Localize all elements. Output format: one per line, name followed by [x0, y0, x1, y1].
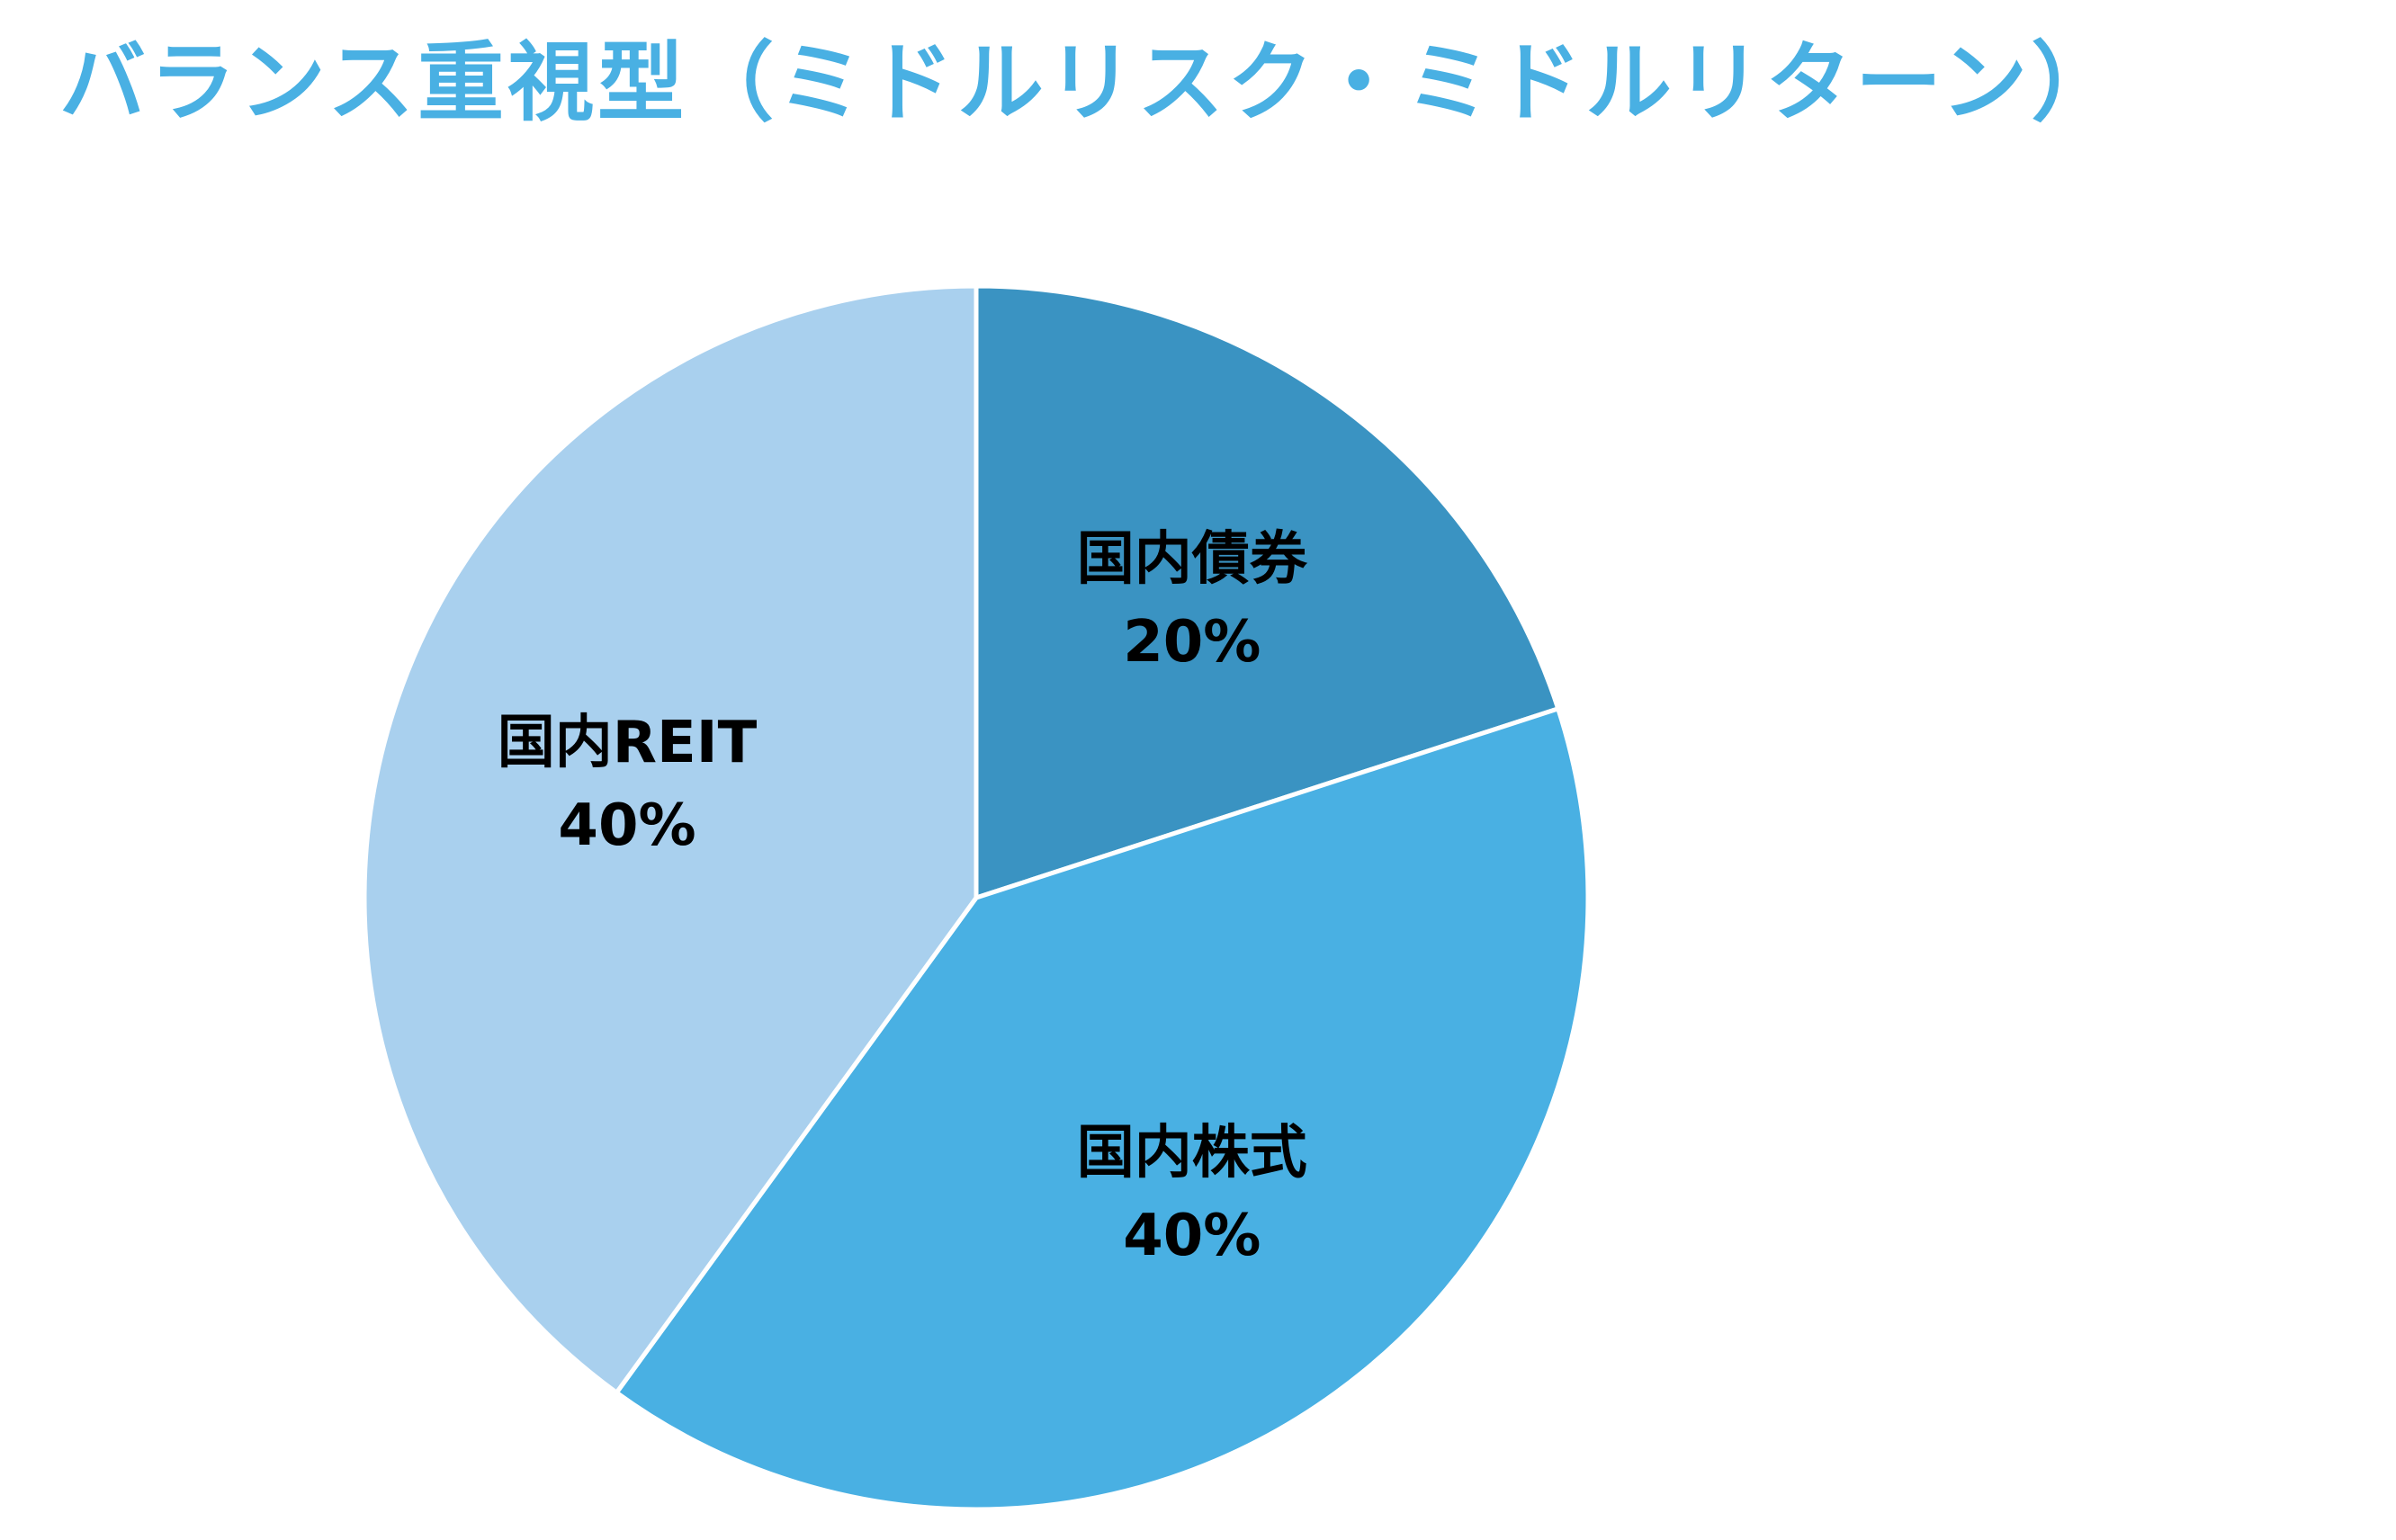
pie-slices [362, 283, 1591, 1512]
pie-slice-1 [974, 283, 1561, 900]
slice-name-label: 国内債券 [1077, 526, 1308, 593]
slice-value-label: 40% [558, 792, 695, 859]
pie-labels: 国内債券 20% 国内株式 40% 国内REIT 40% [498, 526, 1308, 1269]
slice-value-label: 40% [1123, 1203, 1261, 1269]
chart-title: バランス重視型（ミドルリスク・ミドルリターン） [59, 32, 2122, 133]
slice-value-label: 20% [1123, 609, 1261, 676]
pie-slice-3 [362, 283, 979, 1395]
pie-slice-2 [614, 706, 1591, 1512]
slice-name-label: 国内株式 [1077, 1120, 1307, 1186]
slice-name-label: 国内REIT [498, 710, 758, 776]
